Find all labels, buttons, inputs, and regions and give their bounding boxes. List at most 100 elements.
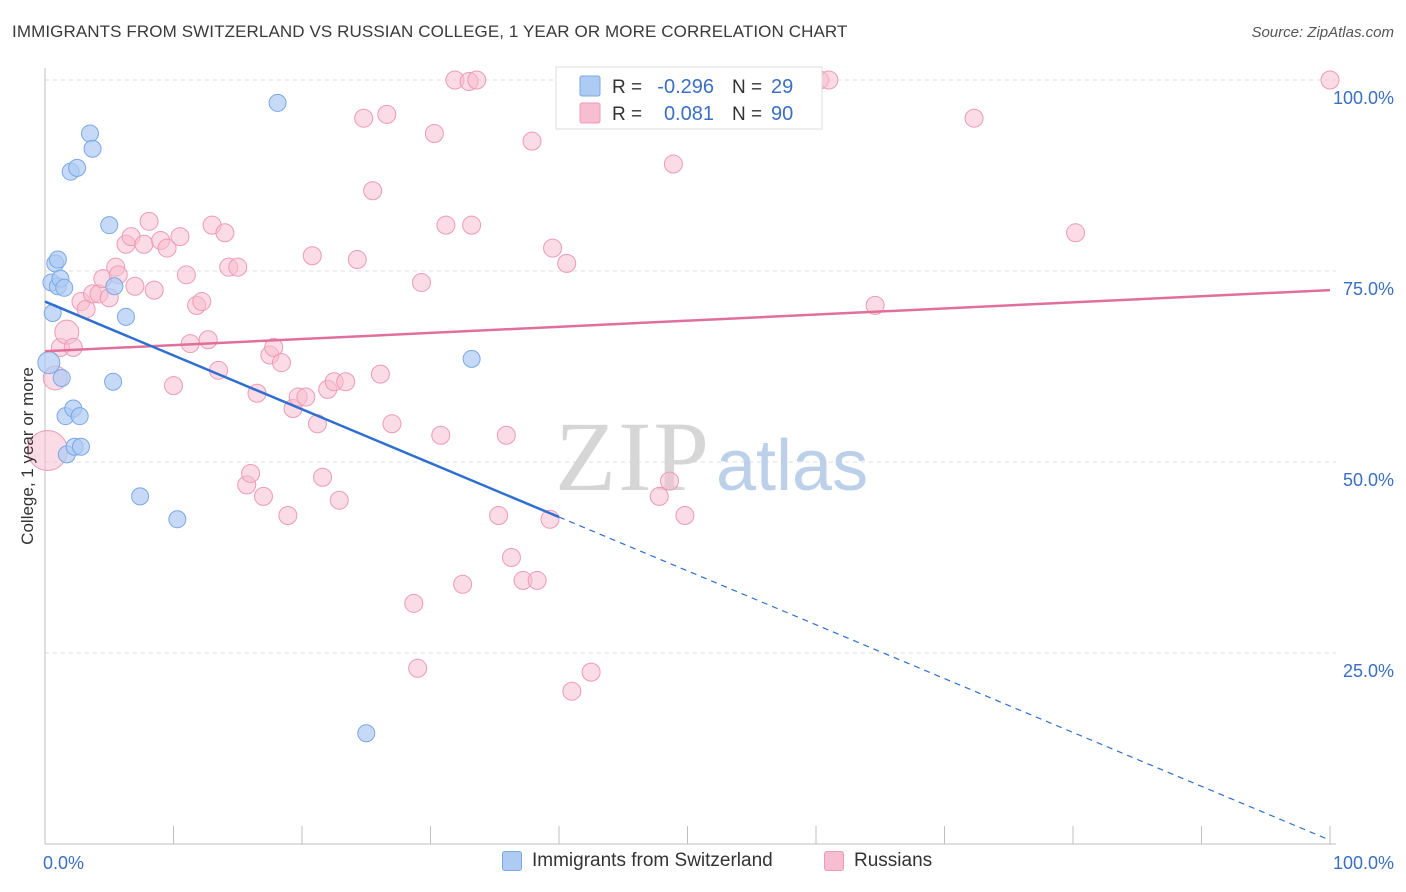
data-point-russians <box>296 387 316 407</box>
y-tick-label: 50.0% <box>1343 470 1394 490</box>
data-point-switzerland <box>71 437 90 456</box>
data-point-switzerland <box>131 487 150 506</box>
data-point-russians <box>347 250 367 270</box>
data-point-russians <box>139 211 159 231</box>
axis-labels: 25.0% 50.0% 75.0% 100.0% 0.0% 100.0% College, … <box>18 88 1394 873</box>
data-point-russians <box>562 681 582 701</box>
y-axis-title: College, 1 year or more <box>18 367 37 545</box>
data-point-russians <box>336 372 356 392</box>
legend-item-russians: Russians <box>824 850 932 872</box>
data-point-russians <box>313 467 333 487</box>
data-point-russians <box>125 276 145 296</box>
data-point-russians <box>663 154 683 174</box>
data-point-switzerland <box>80 124 99 143</box>
data-point-russians <box>819 70 839 90</box>
data-point-russians <box>453 574 473 594</box>
data-point-russians <box>660 471 680 491</box>
stats-r-value: 0.081 <box>664 103 714 125</box>
data-point-russians <box>496 425 516 445</box>
data-point-russians <box>192 292 212 312</box>
data-point-russians <box>157 238 177 258</box>
y-tick-label: 25.0% <box>1343 661 1394 681</box>
data-point-russians <box>557 253 577 273</box>
data-point-russians <box>271 353 291 373</box>
data-point-russians <box>228 257 248 277</box>
chart-title: IMMIGRANTS FROM SWITZERLAND VS RUSSIAN C… <box>12 22 848 41</box>
stats-swatch-russians <box>579 102 601 124</box>
trend-line-russians <box>44 288 1331 353</box>
data-point-russians <box>354 108 374 128</box>
data-point-switzerland <box>116 307 135 326</box>
data-point-switzerland <box>105 277 124 296</box>
stats-r-value: -0.296 <box>657 76 714 98</box>
stats-r-label: R = <box>612 104 642 125</box>
data-point-russians <box>462 215 482 235</box>
data-point-switzerland <box>83 139 102 158</box>
data-point-switzerland <box>37 351 61 375</box>
data-point-switzerland <box>104 372 123 391</box>
data-point-russians <box>527 570 547 590</box>
data-point-russians <box>241 463 261 483</box>
data-point-russians <box>431 425 451 445</box>
data-point-switzerland <box>268 93 287 112</box>
data-point-russians <box>144 280 164 300</box>
legend: Immigrants from Switzerland Russians <box>0 850 1406 878</box>
x-tick-label: 0.0% <box>43 853 84 873</box>
data-point-russians <box>489 505 509 525</box>
series-switzerland-points <box>37 93 481 743</box>
stats-n-label: N = <box>732 77 762 98</box>
y-tick-label: 100.0% <box>1333 88 1394 108</box>
x-tick-label: 100.0% <box>1333 853 1394 873</box>
data-point-russians <box>164 376 183 396</box>
grid-lines <box>45 79 1336 654</box>
data-point-russians <box>63 337 83 357</box>
trend-line-switzerland <box>44 300 560 519</box>
data-point-russians <box>253 486 273 506</box>
data-point-russians <box>964 108 984 128</box>
stats-box: R = -0.296 N = 29 R = 0.081 N = 90 <box>555 66 823 130</box>
watermark-zip: ZIP <box>555 401 711 512</box>
legend-swatch-switzerland <box>502 851 522 871</box>
data-point-russians <box>1066 223 1086 243</box>
legend-label-russians: Russians <box>854 850 933 871</box>
data-point-russians <box>467 70 487 90</box>
data-point-switzerland <box>168 510 187 529</box>
data-point-russians <box>675 505 695 525</box>
watermark-atlas: atlas <box>716 426 868 506</box>
data-point-russians <box>581 662 601 682</box>
watermark: ZIP atlas <box>555 401 868 512</box>
data-point-russians <box>1320 70 1340 90</box>
data-point-russians <box>329 490 349 510</box>
data-point-switzerland <box>48 250 67 269</box>
data-point-russians <box>436 215 456 235</box>
data-point-switzerland <box>55 278 74 297</box>
data-point-russians <box>382 414 402 434</box>
data-point-russians <box>522 131 542 151</box>
trend-lines <box>44 288 1331 841</box>
y-tick-label: 75.0% <box>1343 279 1394 299</box>
data-point-russians <box>170 227 190 247</box>
legend-item-switzerland: Immigrants from Switzerland <box>502 850 773 872</box>
data-point-russians <box>424 123 444 143</box>
data-point-russians <box>543 238 563 258</box>
stats-n-value: 90 <box>771 103 793 125</box>
data-point-russians <box>264 337 284 357</box>
data-point-russians <box>215 223 235 243</box>
data-point-russians <box>176 265 196 285</box>
data-point-russians <box>278 505 298 525</box>
data-point-russians <box>501 548 521 567</box>
stats-n-value: 29 <box>771 76 793 98</box>
series-russians-points <box>27 70 1340 701</box>
data-point-russians <box>302 246 322 266</box>
data-point-russians <box>370 364 390 384</box>
data-point-russians <box>408 658 428 678</box>
data-point-russians <box>865 295 885 315</box>
stats-r-label: R = <box>612 77 642 98</box>
stats-swatch-switzerland <box>579 75 601 97</box>
data-point-russians <box>134 234 154 254</box>
data-point-russians <box>649 486 669 506</box>
data-point-switzerland <box>357 724 376 743</box>
data-point-russians <box>377 104 397 124</box>
stats-n-label: N = <box>732 104 762 125</box>
